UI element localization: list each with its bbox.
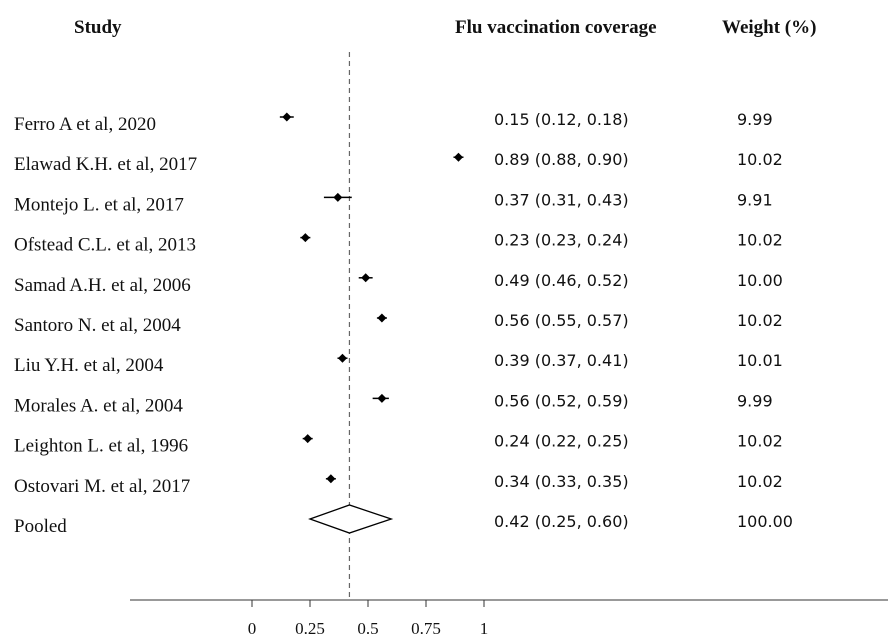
study-label: Liu Y.H. et al, 2004 — [14, 355, 164, 376]
weight-value: 9.99 — [737, 391, 773, 410]
estimate-marker — [282, 112, 292, 122]
weight-value: 10.02 — [737, 472, 783, 491]
estimate-text: 0.15 (0.12, 0.18) — [494, 110, 629, 129]
weight-value: 10.02 — [737, 432, 783, 451]
study-label: Ferro A et al, 2020 — [14, 114, 156, 135]
study-label: Morales A. et al, 2004 — [14, 395, 183, 416]
x-tick-label: 0.25 — [295, 619, 325, 638]
x-tick-label: 0 — [248, 619, 257, 638]
estimate-marker — [303, 434, 313, 444]
x-tick-label: 0.75 — [411, 619, 441, 638]
weight-value: 10.02 — [737, 311, 783, 330]
study-label: Ostovari M. et al, 2017 — [14, 476, 190, 497]
header-weight: Weight (%) — [722, 17, 816, 38]
estimate-text: 0.56 (0.52, 0.59) — [494, 391, 629, 410]
x-tick-label: 1 — [480, 619, 489, 638]
estimate-text: 0.89 (0.88, 0.90) — [494, 150, 629, 169]
weight-value: 9.91 — [737, 190, 773, 209]
study-label: Santoro N. et al, 2004 — [14, 315, 181, 336]
estimate-text: 0.23 (0.23, 0.24) — [494, 231, 629, 250]
pooled-label: Pooled — [14, 516, 67, 537]
x-axis: 0 0.25 0.5 0.75 1 — [130, 599, 888, 638]
weight-value: 10.00 — [737, 271, 783, 290]
study-rows: Ferro A et al, 2020 0.15 (0.12, 0.18) 9.99… — [14, 52, 793, 600]
pooled-estimate-text: 0.42 (0.25, 0.60) — [494, 512, 629, 531]
estimate-text: 0.37 (0.31, 0.43) — [494, 190, 629, 209]
estimate-marker — [333, 192, 343, 202]
weight-value: 9.99 — [737, 110, 773, 129]
estimate-marker — [377, 393, 387, 403]
study-label: Samad A.H. et al, 2006 — [14, 275, 191, 296]
pooled-weight: 100.00 — [737, 512, 793, 531]
study-label: Elawad K.H. et al, 2017 — [14, 154, 197, 175]
weight-value: 10.01 — [737, 351, 783, 370]
header-estimate: Flu vaccination coverage — [455, 17, 657, 38]
header-study: Study — [74, 17, 122, 38]
study-label: Ofstead C.L. et al, 2013 — [14, 235, 196, 256]
weight-value: 10.02 — [737, 150, 783, 169]
estimate-marker — [326, 474, 336, 484]
estimate-text: 0.56 (0.55, 0.57) — [494, 311, 629, 330]
pooled-diamond — [308, 504, 394, 534]
estimate-text: 0.34 (0.33, 0.35) — [494, 472, 629, 491]
weight-value: 10.02 — [737, 231, 783, 250]
estimate-marker — [337, 353, 347, 363]
estimate-text: 0.49 (0.46, 0.52) — [494, 271, 629, 290]
estimate-marker — [453, 152, 463, 162]
study-label: Leighton L. et al, 1996 — [14, 436, 188, 457]
estimate-marker — [377, 313, 387, 323]
estimate-marker — [361, 273, 371, 283]
study-label: Montejo L. et al, 2017 — [14, 194, 184, 215]
estimate-marker — [300, 233, 310, 243]
x-tick-label: 0.5 — [357, 619, 378, 638]
estimate-text: 0.39 (0.37, 0.41) — [494, 351, 629, 370]
estimate-text: 0.24 (0.22, 0.25) — [494, 432, 629, 451]
